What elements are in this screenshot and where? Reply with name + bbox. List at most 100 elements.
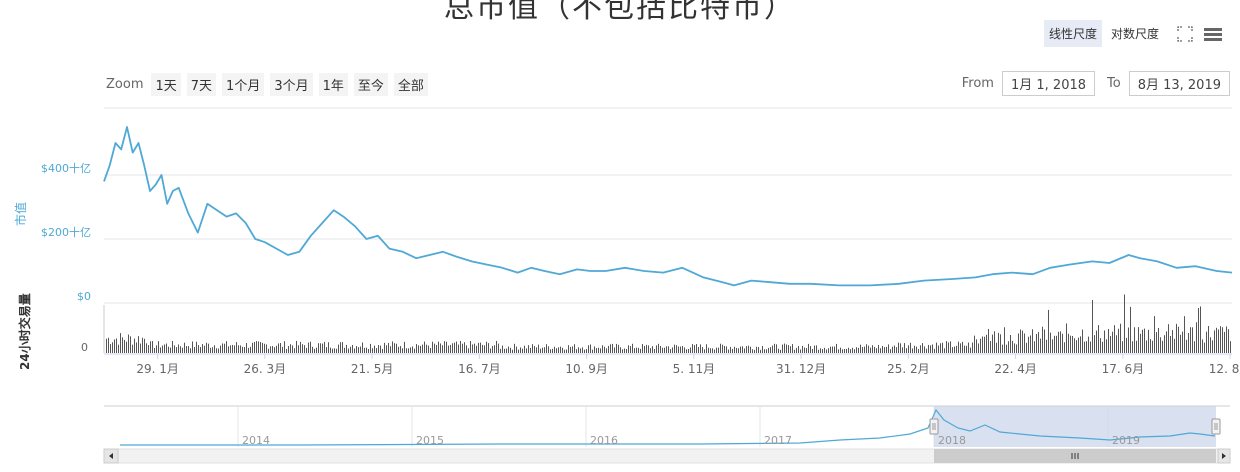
volume-bar [432,341,433,353]
volume-bar [448,345,449,353]
volume-bar [870,347,871,353]
volume-bar [606,348,607,353]
zoom-7d-button[interactable]: 7天 [186,73,217,96]
volume-bar [548,346,549,353]
volume-bar [400,346,401,353]
from-date-input[interactable]: 1月 1, 2018 [1001,71,1096,96]
volume-bar [292,345,293,353]
volume-bar [792,344,793,353]
volume-bar [1066,323,1067,353]
volume-bar [1220,326,1221,353]
volume-bar [704,349,705,353]
volume-bar [756,346,757,353]
volume-bar [1108,328,1109,353]
zoom-all-button[interactable]: 全部 [393,73,428,96]
volume-bar [208,343,209,353]
volume-bar [580,348,581,353]
volume-bar [106,338,107,353]
volume-bar [816,345,817,353]
zoom-1d-button[interactable]: 1天 [151,73,181,96]
volume-bar [978,343,979,353]
volume-bar [628,345,629,353]
chart-title: 总市值（不包括比特币） [444,0,796,25]
volume-bar [912,348,913,353]
volume-bar [1226,326,1227,353]
volume-bar [142,337,143,353]
hamburger-menu-icon[interactable] [1202,23,1224,45]
volume-bar [750,346,751,353]
volume-bar [316,347,317,353]
volume-bar [138,336,139,353]
volume-bar [450,344,451,353]
volume-bar [1156,332,1157,353]
volume-bar [832,346,833,353]
volume-bar [590,344,591,353]
volume-bar [764,349,765,353]
volume-bar [806,347,807,353]
volume-bar [998,332,999,353]
volume-bar [848,347,849,353]
volume-bar [1110,336,1111,353]
volume-bar [670,349,671,353]
linear-scale-button[interactable]: 线性尺度 [1044,20,1103,47]
volume-bar [974,335,975,353]
volume-bar [914,345,915,353]
volume-bar [990,341,991,353]
navigator-handle [929,418,939,435]
volume-bar [1100,338,1101,353]
volume-bar [274,347,275,353]
volume-bar [254,341,255,353]
volume-bar [484,345,485,353]
volume-bar [284,341,285,353]
volume-bar [742,346,743,353]
volume-bar [396,343,397,353]
volume-bar [610,344,611,353]
volume-bar [698,347,699,353]
volume-bar [374,345,375,353]
volume-bar [538,344,539,353]
volume-bar [1198,307,1199,353]
volume-bar [474,343,475,353]
volume-bar [624,348,625,353]
volume-bar [1054,335,1055,353]
volume-bar [826,349,827,353]
x-tick-label: 31. 12月 [776,362,826,376]
fullscreen-icon[interactable] [1174,23,1196,45]
volume-bar [162,345,163,353]
volume-bar [198,345,199,353]
volume-bar [672,347,673,353]
volume-bar [472,344,473,353]
volume-bar [828,348,829,353]
to-date-input[interactable]: 8月 13, 2019 [1128,71,1230,96]
volume-bar [516,346,517,353]
volume-bar [116,338,117,353]
volume-bar [814,345,815,353]
volume-bar [376,348,377,353]
volume-bar [1112,331,1113,353]
volume-bar [902,347,903,353]
volume-bar [126,341,127,353]
volume-bar [898,342,899,353]
volume-bar [168,346,169,353]
zoom-1y-button[interactable]: 1年 [318,73,348,96]
volume-bar [490,348,491,353]
volume-bar [1212,340,1213,353]
volume-bar [608,345,609,353]
volume-bar [310,341,311,353]
volume-bar [576,349,577,353]
volume-bar [1230,341,1231,353]
volume-bar [1142,329,1143,353]
volume-bar [950,341,951,353]
log-scale-button[interactable]: 对数尺度 [1111,27,1160,41]
volume-bar [152,341,153,353]
volume-bar [856,347,857,353]
volume-bar [692,344,693,353]
zoom-ytd-button[interactable]: 至今 [353,73,388,96]
volume-bar [468,348,469,353]
volume-bar [758,346,759,353]
zoom-3m-button[interactable]: 3个月 [270,73,313,96]
x-tick-label: 10. 9月 [565,362,608,376]
zoom-1m-button[interactable]: 1个月 [222,73,265,96]
volume-bar [1172,330,1173,353]
volume-bar [724,345,725,353]
